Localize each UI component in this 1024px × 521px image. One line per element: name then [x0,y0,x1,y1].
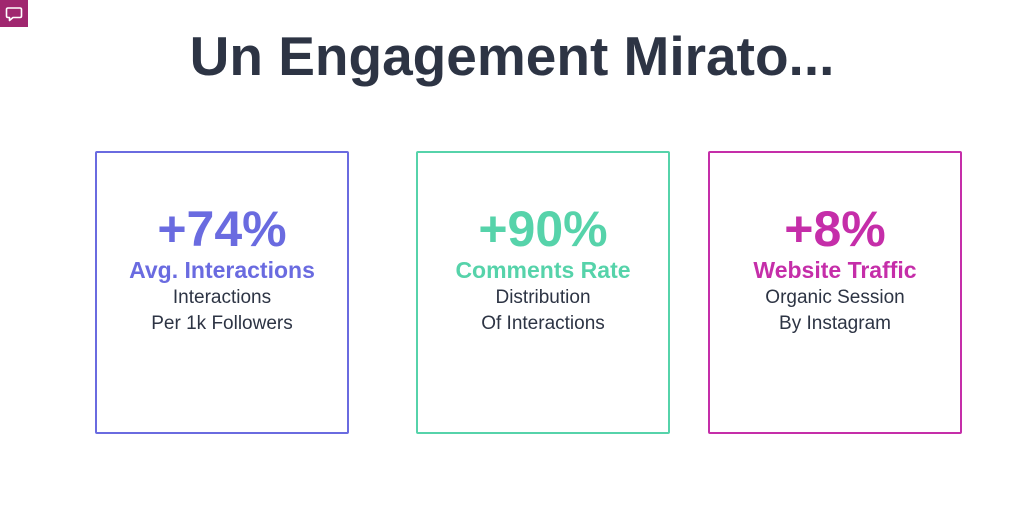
stat-value: +90% [478,201,608,257]
stat-description-line-1: Interactions [172,287,272,308]
stat-card-website-traffic: +8% Website Traffic Organic Session By I… [708,151,962,434]
chat-bubble-icon [5,6,23,21]
stat-description-line-1: Organic Session [765,287,905,308]
stat-label: Avg. Interactions [129,257,315,283]
page-title: Un Engagement Mirato... [189,25,835,87]
stat-card-avg-interactions: +74% Avg. Interactions Interactions Per … [95,151,349,434]
stat-description-line-1: Distribution [495,287,591,308]
stat-description-line-2: By Instagram [779,313,891,334]
stat-card-comments-rate: +90% Comments Rate Distribution Of Inter… [416,151,670,434]
stat-value: +8% [784,201,886,257]
stat-description-line-2: Per 1k Followers [151,313,293,334]
logo [0,0,28,27]
stat-description-line-2: Of Interactions [481,313,605,334]
stat-label: Website Traffic [753,257,917,283]
stat-value: +74% [157,201,287,257]
stat-label: Comments Rate [455,257,631,283]
